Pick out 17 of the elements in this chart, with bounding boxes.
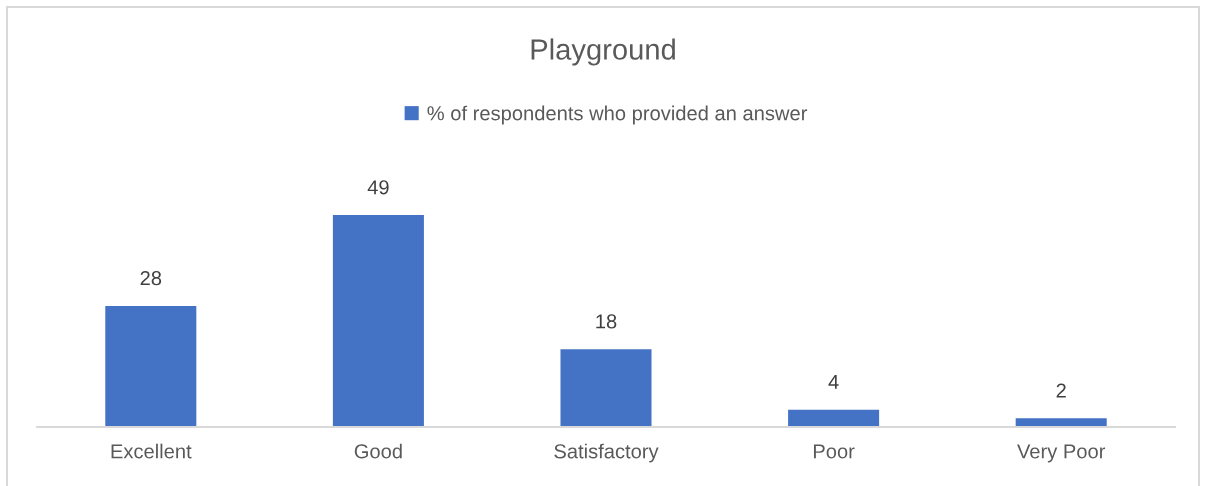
x-tick-label: Satisfactory [554,443,659,463]
data-label: 49 [367,180,389,195]
bar [560,349,652,427]
legend-label: % of respondents who provided an answer [427,105,808,125]
x-tick-label: Poor [813,444,855,459]
x-tick-label: Good [354,443,402,459]
data-label: 18 [596,314,617,329]
data-label: 28 [140,271,162,286]
bar [788,409,880,427]
x-tick-label: Excellent [111,443,192,459]
bar [105,305,197,427]
bar [1015,418,1107,427]
bar [332,215,424,427]
data-label: 2 [1056,383,1066,398]
x-tick-label: Very Poor [1017,444,1106,463]
chart-title: Playground [531,38,675,66]
data-label: 4 [828,375,839,389]
